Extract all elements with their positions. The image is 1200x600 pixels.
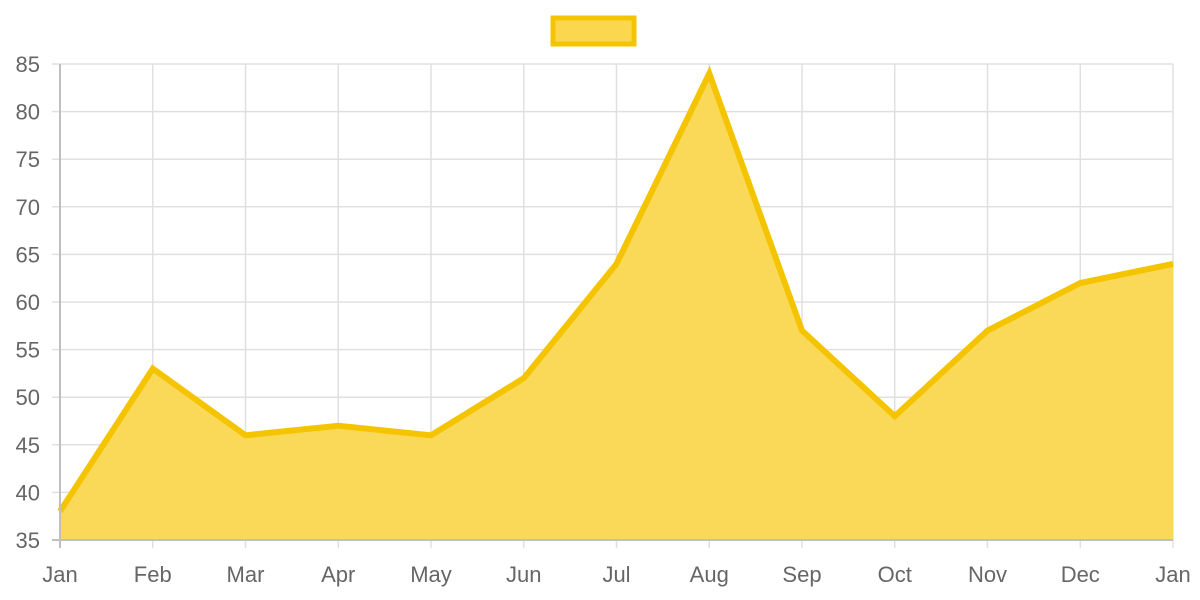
x-tick-label: Oct [878, 562, 912, 587]
y-tick-label: 70 [16, 195, 40, 220]
data-point [245, 434, 246, 436]
x-tick-label: Sep [782, 562, 821, 587]
data-point [1079, 282, 1081, 284]
y-tick-label: 40 [16, 480, 40, 505]
y-tick-label: 85 [16, 52, 40, 77]
y-tick-label: 75 [16, 147, 40, 172]
data-point [708, 73, 710, 75]
data-point [987, 330, 988, 332]
data-point [894, 415, 896, 417]
data-point [152, 368, 154, 370]
series-area [57, 65, 1174, 540]
data-point [1172, 263, 1174, 265]
x-tick-label: Apr [321, 562, 355, 587]
y-tick-label: 55 [16, 338, 40, 363]
x-tick-label: Jan [1155, 562, 1190, 587]
x-tick-label: Mar [227, 562, 265, 587]
x-tick-label: May [410, 562, 452, 587]
y-tick-label: 60 [16, 290, 40, 315]
x-tick-label: Feb [134, 562, 172, 587]
y-tick-label: 65 [16, 242, 40, 267]
x-tick-label: Jun [506, 562, 541, 587]
y-tick-label: 45 [16, 433, 40, 458]
x-axis-ticks: Jan Feb Mar Apr May Jun Jul Aug Sep Oct Nov Dec Jan [42, 562, 1190, 587]
data-point [337, 425, 339, 427]
data-point [616, 263, 617, 265]
data-point [523, 377, 525, 379]
y-tick-label: 80 [16, 100, 40, 125]
axes [52, 64, 1173, 548]
legend-swatch[interactable] [550, 15, 637, 47]
x-tick-label: Dec [1061, 562, 1100, 587]
y-tick-label: 50 [16, 385, 40, 410]
x-tick-label: Jul [602, 562, 630, 587]
series-area-fill [60, 73, 1173, 540]
x-tick-label: Jan [42, 562, 77, 587]
y-tick-label: 35 [16, 528, 40, 553]
x-tick-label: Nov [968, 562, 1007, 587]
data-point [430, 434, 432, 436]
y-axis-ticks: 35 40 45 50 55 60 65 70 75 80 85 [16, 52, 40, 553]
data-point [801, 330, 803, 332]
x-tick-label: Aug [690, 562, 729, 587]
legend[interactable] [550, 15, 637, 47]
